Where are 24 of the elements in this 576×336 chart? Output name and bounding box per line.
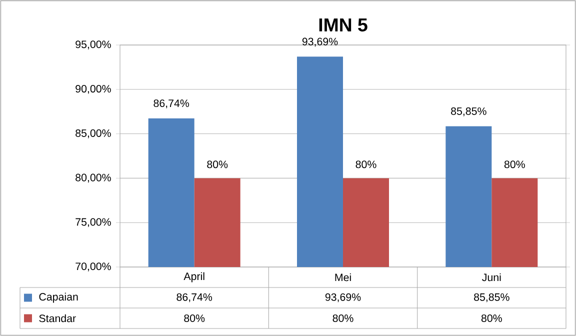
- y-tick-label: 70,00%: [76, 262, 111, 272]
- data-label: 80%: [332, 314, 354, 322]
- legend-label: Standar: [39, 314, 76, 322]
- data-label: 80%: [481, 314, 502, 322]
- y-tick-label: 75,00%: [76, 218, 111, 227]
- text: 86,74%: [154, 99, 190, 108]
- y-tick-label: 90,00%: [76, 84, 111, 94]
- x-tick-label: Juni: [482, 273, 501, 282]
- x-tick-label: Mei: [335, 273, 351, 282]
- data-label: 93,69%: [325, 293, 361, 302]
- text: 85,85%: [451, 107, 486, 116]
- text: 80%: [356, 160, 376, 168]
- data-label: 80%: [184, 314, 205, 322]
- legend-label: Capaian: [39, 292, 78, 303]
- x-tick-label: April: [184, 272, 204, 282]
- y-tick-label: 95,00%: [76, 40, 111, 50]
- data-label: 86,74%: [176, 293, 212, 302]
- data-label: 85,85%: [474, 293, 510, 302]
- text: 80%: [207, 160, 228, 168]
- text: 80%: [504, 160, 525, 168]
- text: 93,69%: [302, 38, 338, 47]
- chart-title: IMN 5: [319, 18, 368, 32]
- y-tick-label: 80,00%: [76, 174, 111, 183]
- y-tick-label: 85,00%: [76, 129, 111, 138]
